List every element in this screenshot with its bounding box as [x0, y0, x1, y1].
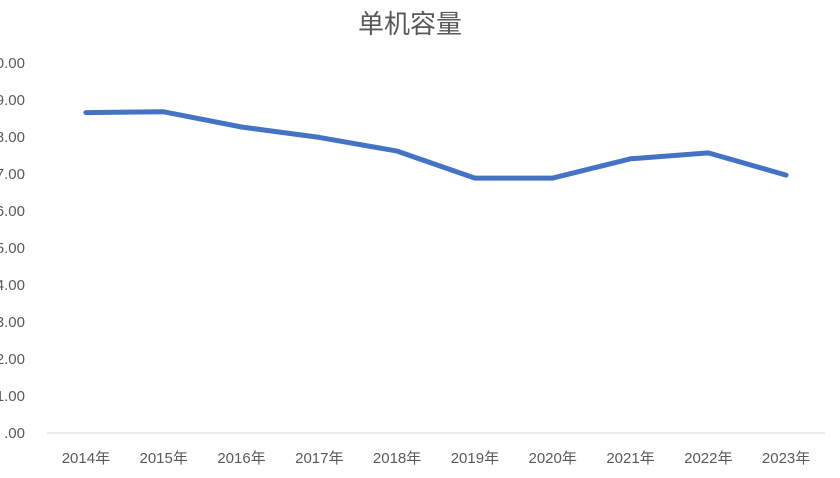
y-tick-label: 8.00	[0, 129, 25, 146]
y-tick-label: 7.00	[0, 166, 25, 183]
y-tick-label: .00	[4, 425, 25, 442]
y-tick-label: 5.00	[0, 240, 25, 257]
y-tick-label: 10.00	[0, 55, 25, 72]
x-axis-ticks: 2014年 2015年 2016年 2017年 2018年 2019年 2020年 2021年…	[62, 450, 811, 467]
y-tick-label: 2.00	[0, 351, 25, 368]
x-tick-label: 2021年	[606, 450, 654, 467]
x-tick-label: 2016年	[217, 450, 265, 467]
x-tick-label: 2017年	[295, 450, 343, 467]
y-tick-label: 6.00	[0, 203, 25, 220]
y-tick-label: 3.00	[0, 314, 25, 331]
x-tick-label: 2022年	[684, 450, 732, 467]
y-tick-label: 9.00	[0, 92, 25, 109]
y-tick-label: 4.00	[0, 277, 25, 294]
x-tick-label: 2014年	[62, 450, 110, 467]
x-tick-label: 2019年	[451, 450, 499, 467]
chart-title: 单机容量	[357, 10, 462, 40]
y-tick-label: 1.00	[0, 388, 25, 405]
x-tick-label: 2015年	[140, 450, 188, 467]
x-tick-label: 2018年	[373, 450, 421, 467]
x-tick-label: 2023年	[762, 450, 810, 467]
y-axis-ticks: .00 1.00 2.00 3.00 4.00 5.00 6.00 7.00 8.00 9.00 1…	[0, 55, 25, 442]
series-line	[83, 109, 789, 181]
x-tick-label: 2020年	[529, 450, 577, 467]
